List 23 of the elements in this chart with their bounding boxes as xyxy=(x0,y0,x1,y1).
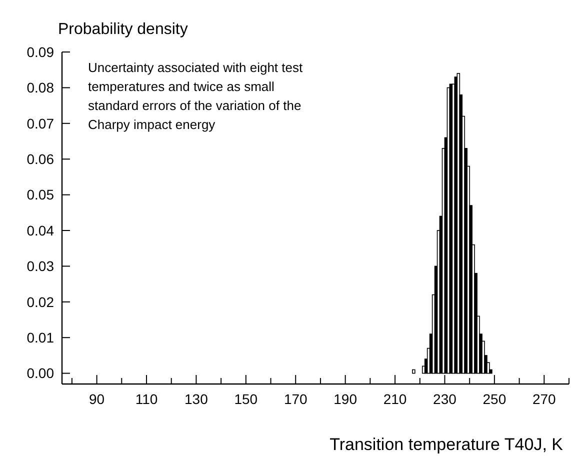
x-tick-label: 270 xyxy=(532,391,556,407)
annotation: Uncertainty associated with eight test temperatures and twice as small standard errors of the variation of the Charpy impact energy xyxy=(88,60,303,132)
x-tick-label: 130 xyxy=(184,391,208,407)
y-tick-label: 0.09 xyxy=(26,44,54,60)
x-axis-title: Transition temperature T40J, K xyxy=(330,435,564,454)
x-tick-label: 110 xyxy=(135,391,158,407)
y-tick-label: 0.08 xyxy=(26,80,54,96)
y-axis-title: Probability density xyxy=(58,21,188,38)
x-tick-label: 150 xyxy=(234,391,258,407)
y-tick-label: 0.04 xyxy=(26,222,54,238)
x-tick-label: 170 xyxy=(284,391,308,407)
y-tick-label: 0.02 xyxy=(26,294,54,310)
x-tick-label: 90 xyxy=(89,391,105,407)
y-tick-label: 0.07 xyxy=(26,115,54,132)
y-tick-label: 0.05 xyxy=(26,186,54,203)
x-tick-label: 230 xyxy=(433,391,457,407)
y-tick-label: 0.01 xyxy=(26,329,54,346)
y-tick-label: 0.00 xyxy=(26,365,54,382)
x-tick-label: 250 xyxy=(482,391,506,407)
x-tick-label: 190 xyxy=(334,391,358,407)
y-tick-label: 0.06 xyxy=(26,150,54,167)
y-tick-label: 0.03 xyxy=(26,258,54,274)
x-tick-label: 210 xyxy=(383,391,407,407)
